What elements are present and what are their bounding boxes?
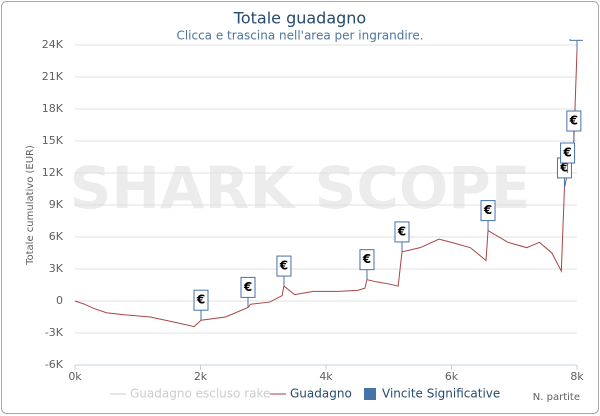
x-tick-label: 8k [570, 370, 584, 383]
flag-box [560, 142, 576, 164]
y-tick-label: 6K [49, 230, 64, 243]
flag-text: € [279, 259, 288, 273]
y-tick-label: 0 [56, 294, 63, 307]
y-tick-label: 12K [42, 166, 64, 179]
flag-box [276, 255, 292, 277]
y-tick-label: -6K [45, 358, 64, 371]
flag-box [480, 200, 496, 222]
flag-text: € [397, 224, 406, 238]
flag-text: € [196, 293, 205, 307]
x-tick-label: 4k [319, 370, 333, 383]
y-tick-label: 9K [49, 198, 64, 211]
line-series [74, 50, 578, 328]
flag-text: € [483, 203, 492, 217]
flag-text: € [362, 252, 371, 266]
x-tick-label: 0k [68, 370, 82, 383]
flag: € [560, 142, 576, 173]
flag: € [240, 276, 256, 308]
flag-box [569, 39, 583, 41]
flag: € [566, 110, 582, 141]
x-tick-label: 2k [194, 370, 208, 383]
flag: € [276, 255, 292, 287]
flag-box [240, 276, 256, 298]
x-axis-title: N. partite [533, 392, 580, 403]
flag-box [359, 249, 375, 271]
y-tick-label: -3K [45, 326, 64, 339]
y-axis-title: Totale cumulativo (EUR) [25, 145, 36, 266]
flag-box [193, 289, 209, 311]
flag-box [566, 110, 582, 132]
flag-box [394, 221, 410, 243]
y-tick-label: 24K [42, 38, 64, 51]
legend-label[interactable]: Vincite Significative [382, 387, 500, 401]
flag-text: € [562, 146, 571, 160]
flag: € [193, 289, 209, 321]
flag-text: € [569, 114, 578, 128]
flag: € [359, 249, 375, 280]
chart-title: Totale guadagno [233, 9, 366, 28]
legend-symbol [364, 388, 376, 400]
legend-label[interactable]: Guadagno escluso rake [130, 387, 270, 401]
legend-label[interactable]: Guadagno [290, 387, 352, 401]
x-tick-label: 6k [445, 370, 459, 383]
flag-text: € [243, 280, 252, 294]
y-tick-label: 18K [42, 102, 64, 115]
chart-subtitle: Clicca e trascina nell'area per ingrandi… [176, 29, 423, 43]
watermark: SHARK SCOPE [70, 154, 531, 222]
y-tick-label: 15K [42, 134, 64, 147]
flag-text: € [559, 160, 568, 174]
y-tick-label: 3K [49, 262, 64, 275]
flag: € [394, 221, 410, 252]
flag: € [569, 39, 583, 51]
flag: € [480, 200, 496, 231]
y-tick-label: 21K [42, 70, 64, 83]
